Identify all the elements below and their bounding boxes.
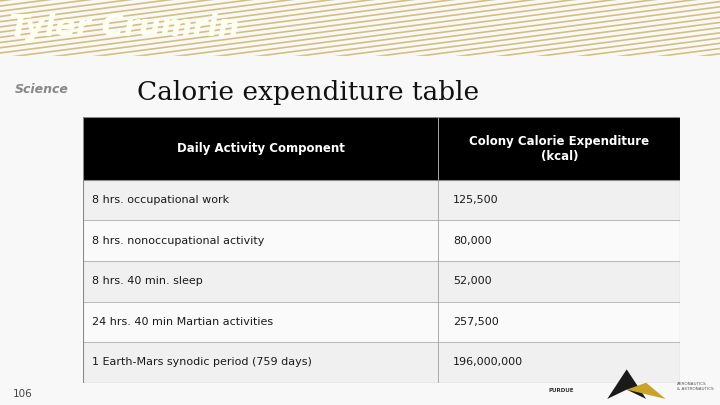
Polygon shape [0, 0, 215, 56]
Polygon shape [0, 0, 94, 56]
Polygon shape [334, 0, 720, 56]
Polygon shape [0, 0, 13, 56]
Text: Colony Calorie Expenditure
(kcal): Colony Calorie Expenditure (kcal) [469, 134, 649, 163]
Polygon shape [495, 0, 720, 56]
Text: 257,500: 257,500 [454, 317, 499, 327]
Polygon shape [607, 369, 646, 399]
Bar [83, 342, 680, 383]
Polygon shape [0, 0, 134, 56]
Bar [83, 117, 680, 180]
Polygon shape [253, 0, 698, 56]
Polygon shape [616, 0, 720, 56]
Polygon shape [657, 0, 720, 56]
Polygon shape [455, 0, 720, 56]
Polygon shape [213, 0, 658, 56]
Text: 196,000,000: 196,000,000 [454, 358, 523, 367]
Text: 106: 106 [13, 389, 32, 399]
Polygon shape [536, 0, 720, 56]
Text: AERONAUTICS
& ASTRONAUTICS: AERONAUTICS & ASTRONAUTICS [678, 382, 714, 391]
Text: Daily Activity Component: Daily Activity Component [176, 142, 345, 155]
Polygon shape [92, 0, 537, 56]
Bar [83, 220, 680, 261]
Polygon shape [0, 0, 295, 56]
Text: 80,000: 80,000 [454, 236, 492, 246]
Polygon shape [294, 0, 720, 56]
Polygon shape [132, 0, 577, 56]
Text: Science: Science [14, 83, 68, 96]
Bar [83, 261, 680, 302]
Polygon shape [0, 0, 336, 56]
Polygon shape [697, 0, 720, 56]
Text: 8 hrs. 40 min. sleep: 8 hrs. 40 min. sleep [91, 276, 202, 286]
Polygon shape [626, 383, 665, 399]
Bar [83, 180, 680, 220]
Text: 8 hrs. occupational work: 8 hrs. occupational work [91, 195, 229, 205]
Polygon shape [0, 0, 376, 56]
Polygon shape [173, 0, 618, 56]
Text: 1 Earth-Mars synodic period (759 days): 1 Earth-Mars synodic period (759 days) [91, 358, 312, 367]
Polygon shape [0, 0, 255, 56]
Bar [83, 302, 680, 342]
Text: 125,500: 125,500 [454, 195, 499, 205]
Text: PURDUE: PURDUE [549, 388, 575, 393]
Polygon shape [0, 0, 416, 56]
Text: 8 hrs. nonoccupational activity: 8 hrs. nonoccupational activity [91, 236, 264, 246]
Polygon shape [0, 0, 53, 56]
Text: 52,000: 52,000 [454, 276, 492, 286]
Text: Calorie expenditure table: Calorie expenditure table [137, 80, 479, 104]
Polygon shape [12, 0, 456, 56]
Text: Tyler Crumrin: Tyler Crumrin [9, 13, 239, 43]
Polygon shape [52, 0, 497, 56]
Text: 24 hrs. 40 min Martian activities: 24 hrs. 40 min Martian activities [91, 317, 273, 327]
Polygon shape [0, 0, 174, 56]
Polygon shape [576, 0, 720, 56]
Polygon shape [374, 0, 720, 56]
Polygon shape [415, 0, 720, 56]
